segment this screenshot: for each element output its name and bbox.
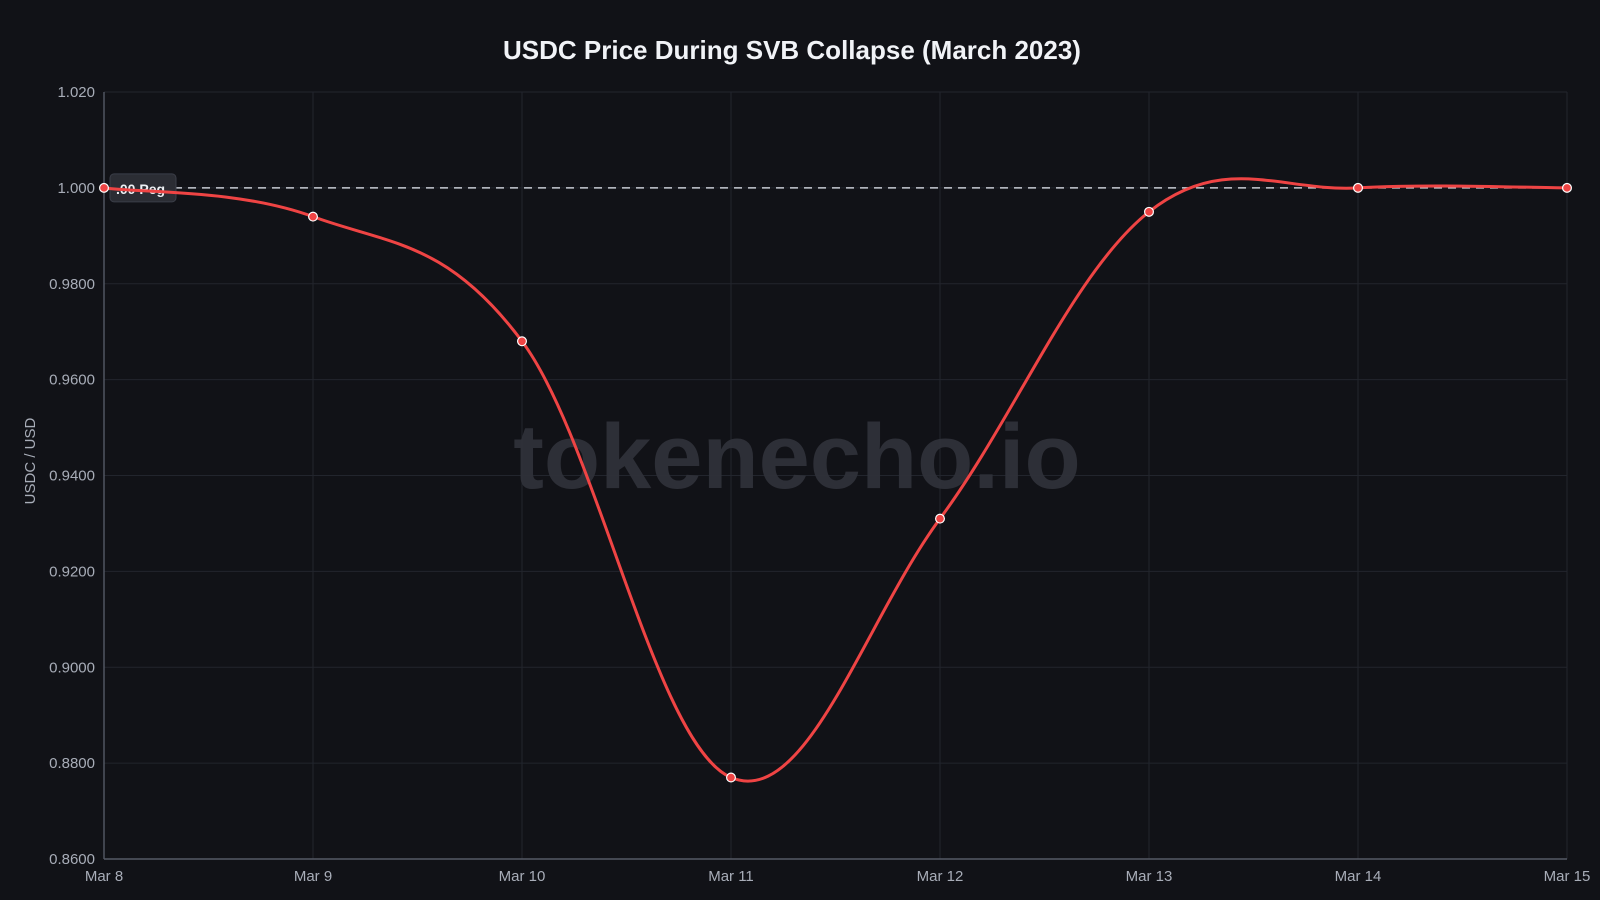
y-tick-label: 0.9600 [49,372,95,389]
y-axis-label: USDC / USD [22,418,39,505]
tick-labels: 0.8600 0.8800 0.9000 0.9200 0.9400 0.9600 0.98… [49,84,1590,885]
data-point [1352,182,1363,193]
data-point [725,772,736,783]
y-tick-label: 0.9200 [49,563,95,580]
chart-title: USDC Price During SVB Collapse (March 20… [503,35,1081,65]
peg-label: .00 Peg [116,181,165,197]
y-tick-label: 0.8800 [49,755,95,772]
x-tick-label: Mar 10 [499,868,546,885]
data-point [1561,182,1572,193]
data-point [98,182,109,193]
x-tick-label: Mar 11 [708,868,754,885]
price-line [102,177,1569,783]
watermark-text: tokenecho.io [513,406,1080,508]
x-tick-label: Mar 14 [1335,868,1382,885]
axes [103,92,1567,860]
data-point [1143,206,1154,217]
y-tick-label: 1.000 [57,180,95,197]
y-tick-label: 1.020 [57,84,95,101]
x-tick-label: Mar 15 [1544,868,1591,885]
x-tick-label: Mar 8 [85,868,123,885]
data-point [308,211,319,222]
x-tick-label: Mar 12 [917,868,964,885]
data-point [516,336,527,347]
x-tick-label: Mar 13 [1126,868,1173,885]
x-tick-label: Mar 9 [294,868,332,885]
y-tick-label: 0.8600 [49,851,95,868]
y-tick-label: 0.9000 [49,659,95,676]
y-tick-label: 0.9400 [49,468,95,485]
data-point [934,513,945,524]
y-tick-label: 0.9800 [49,276,95,293]
series-layer [98,177,1572,783]
